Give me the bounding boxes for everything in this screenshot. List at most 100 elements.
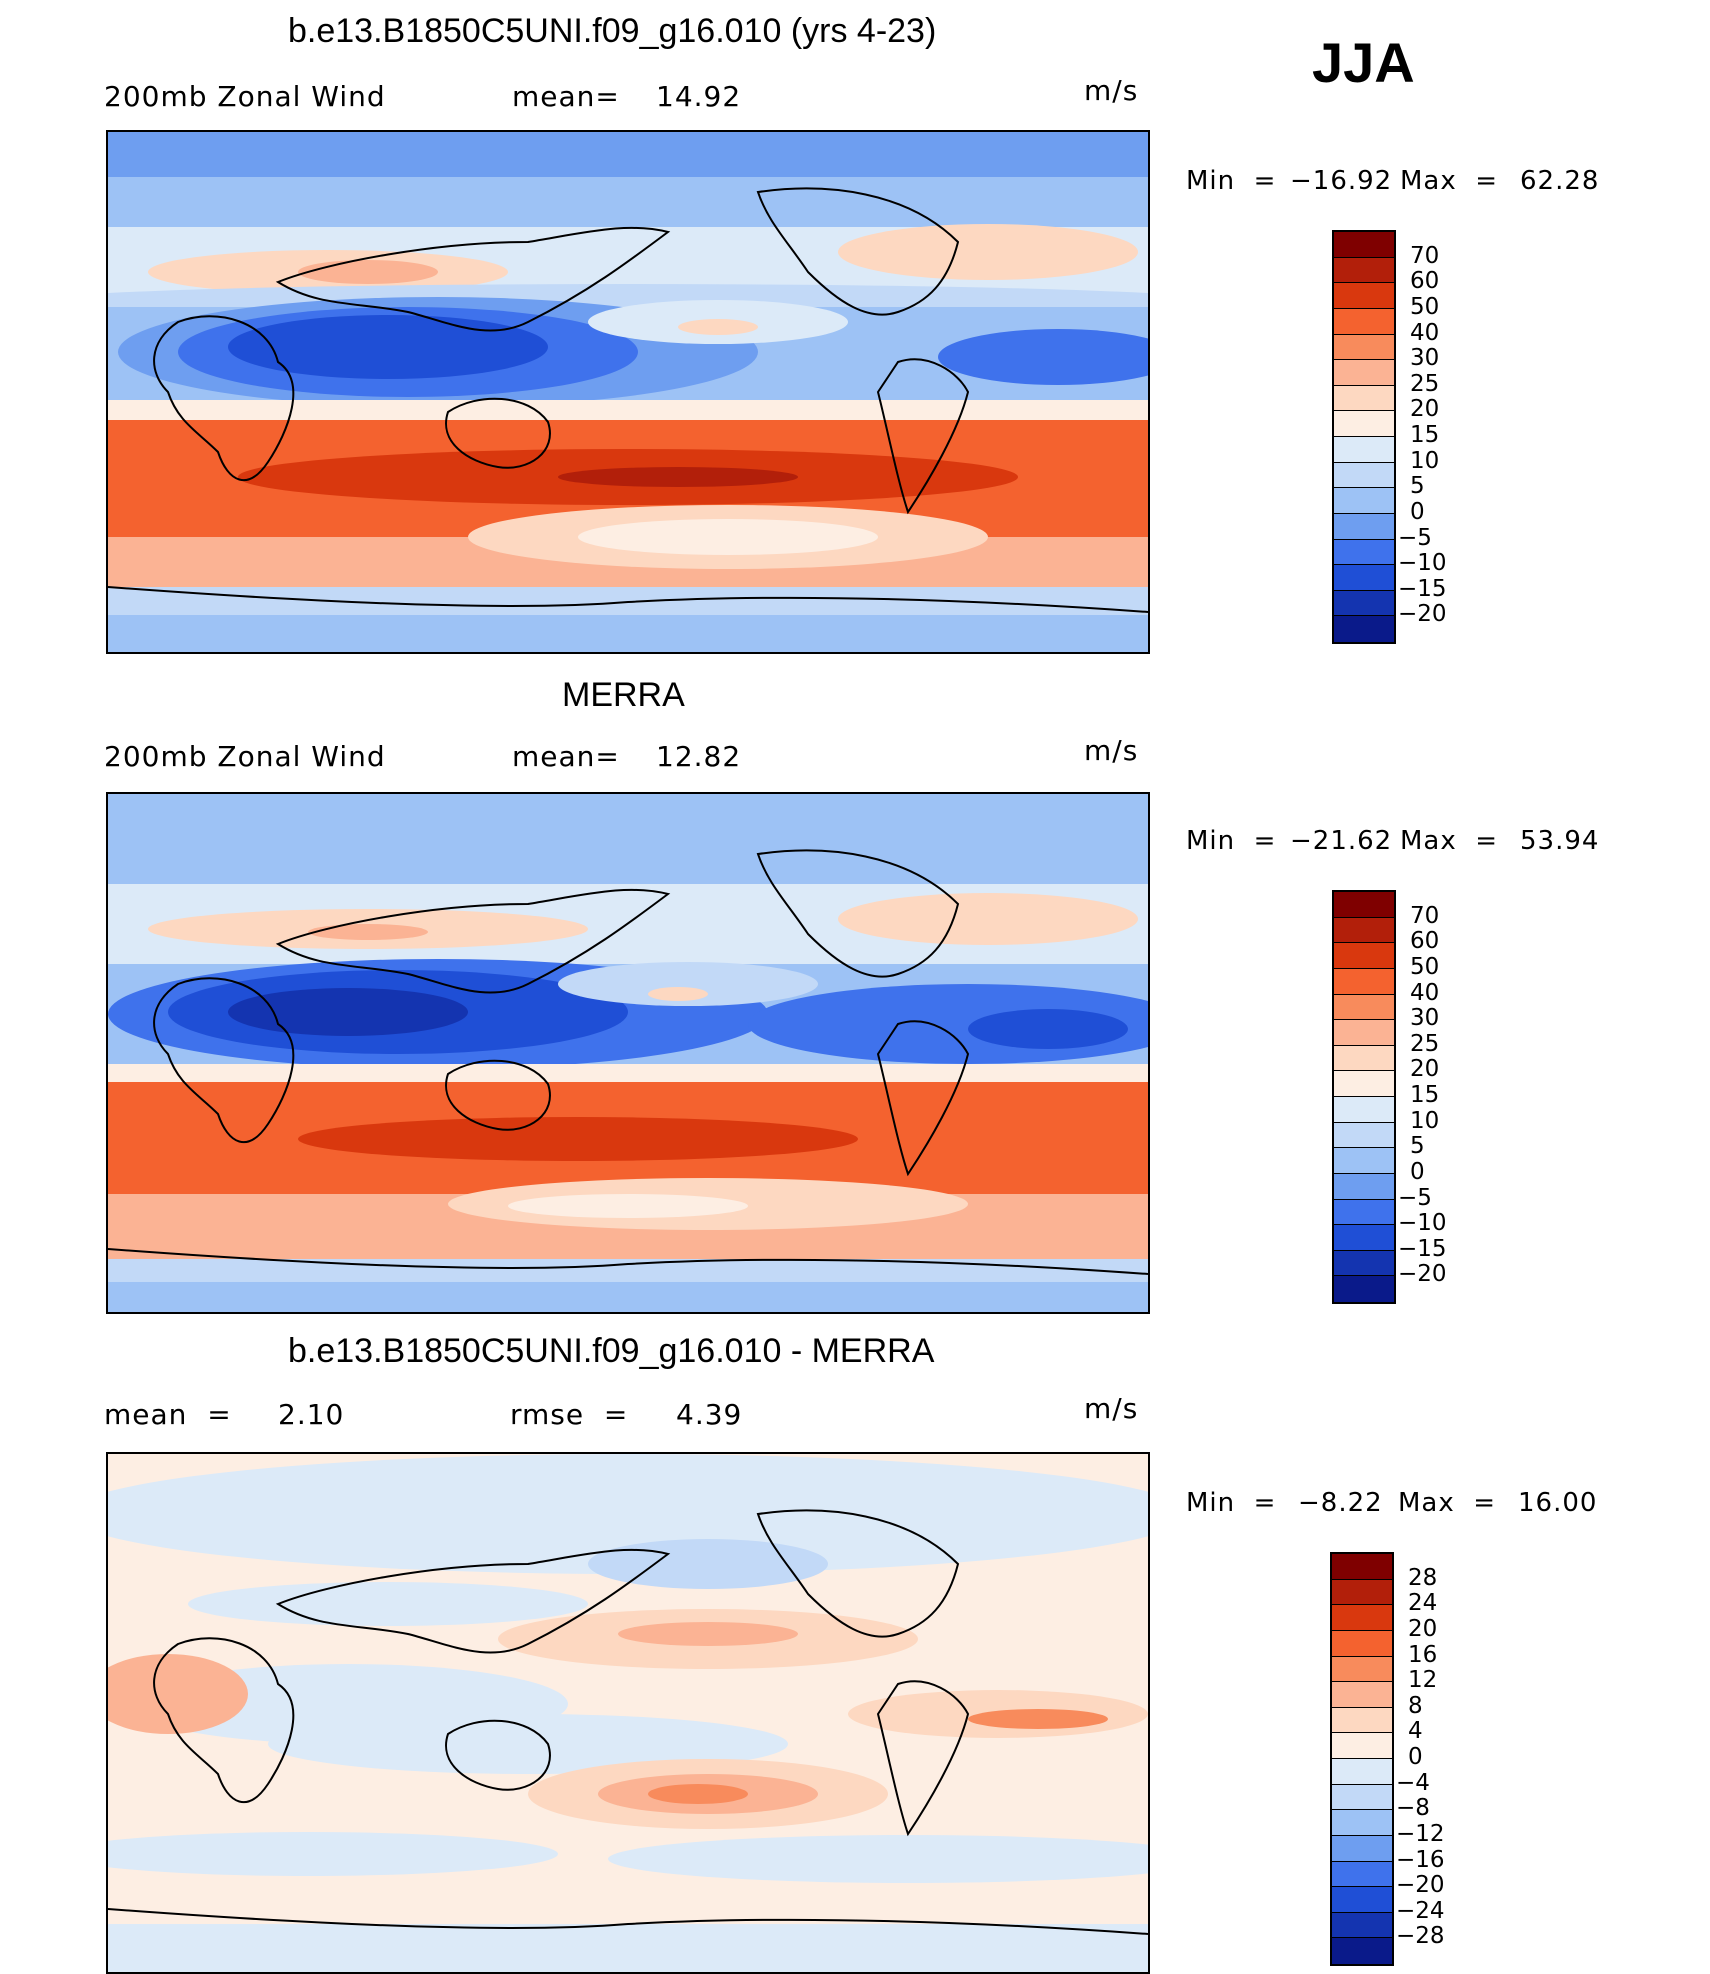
colorbar-swatch	[1332, 1733, 1392, 1759]
colorbar-swatch	[1334, 1020, 1394, 1046]
panel2-colorbar	[1332, 890, 1396, 1304]
colorbar-swatch	[1334, 1122, 1394, 1149]
colorbar-swatch	[1332, 1784, 1392, 1811]
colorbar-tick-label: 50	[1410, 293, 1440, 320]
panel1-min-value: −16.92	[1290, 166, 1393, 196]
colorbar-tick-label: 16	[1408, 1641, 1438, 1668]
colorbar-tick-label: −10	[1398, 1210, 1447, 1237]
colorbar-swatch	[1334, 539, 1394, 566]
colorbar-swatch	[1332, 1835, 1392, 1862]
panel1-mean-value: 14.92	[656, 80, 742, 113]
panel1-max-value: 62.28	[1520, 166, 1600, 196]
colorbar-swatch	[1332, 1887, 1392, 1913]
panel2-map	[106, 792, 1150, 1314]
colorbar-tick-label: 50	[1410, 953, 1440, 980]
colorbar-tick-label: 40	[1410, 979, 1440, 1006]
colorbar-tick-label: 20	[1410, 1056, 1440, 1083]
colorbar-swatch	[1334, 943, 1394, 969]
colorbar-swatch	[1332, 1630, 1392, 1657]
colorbar-swatch	[1332, 1554, 1392, 1580]
colorbar-tick-label: −5	[1398, 1184, 1432, 1211]
panel1-title: b.e13.B1850C5UNI.f09_g16.010 (yrs 4-23)	[288, 12, 937, 50]
colorbar-swatch	[1334, 1097, 1394, 1123]
colorbar-tick-label: 10	[1410, 1107, 1440, 1134]
panel2-min-label: Min =	[1186, 826, 1277, 856]
panel3-mean-label: mean =	[104, 1398, 232, 1431]
panel1-mean-label: mean=	[512, 80, 620, 113]
colorbar-swatch	[1334, 1250, 1394, 1277]
colorbar-tick-label: 10	[1410, 447, 1440, 474]
colorbar-swatch	[1334, 385, 1394, 412]
colorbar-swatch	[1334, 892, 1394, 918]
panel3-coastlines	[108, 1509, 1148, 1935]
colorbar-swatch	[1334, 1173, 1394, 1200]
colorbar-tick-label: −10	[1398, 550, 1447, 577]
panel3-rmse-value: 4.39	[676, 1398, 743, 1431]
colorbar-swatch	[1334, 411, 1394, 437]
colorbar-tick-label: 28	[1408, 1564, 1438, 1591]
season-label: JJA	[1312, 31, 1415, 94]
colorbar-tick-label: 25	[1410, 1030, 1440, 1057]
colorbar-tick-label: −15	[1398, 1235, 1447, 1262]
colorbar-tick-label: 24	[1408, 1590, 1438, 1617]
panel3-title: b.e13.B1850C5UNI.f09_g16.010 - MERRA	[288, 1332, 935, 1370]
colorbar-tick-label: 20	[1408, 1615, 1438, 1642]
panel3-colorbar	[1330, 1552, 1394, 1966]
panel3-max-value: 16.00	[1518, 1488, 1598, 1518]
colorbar-swatch	[1334, 1071, 1394, 1097]
panel1-coastlines	[108, 187, 1148, 613]
colorbar-swatch	[1334, 616, 1394, 642]
colorbar-tick-label: −20	[1398, 601, 1447, 628]
panel3-mean-value: 2.10	[278, 1398, 345, 1431]
panel1-min-label: Min =	[1186, 166, 1277, 196]
colorbar-swatch	[1334, 308, 1394, 335]
colorbar-tick-label: 60	[1410, 928, 1440, 955]
colorbar-swatch	[1334, 360, 1394, 386]
colorbar-swatch	[1334, 437, 1394, 463]
colorbar-swatch	[1334, 1045, 1394, 1072]
colorbar-tick-label: 60	[1410, 268, 1440, 295]
panel2-mean-value: 12.82	[656, 740, 742, 773]
panel3-min-label: Min =	[1186, 1488, 1277, 1518]
colorbar-tick-label: 12	[1408, 1667, 1438, 1694]
colorbar-tick-label: −16	[1396, 1846, 1445, 1873]
colorbar-swatch	[1332, 1707, 1392, 1734]
colorbar-tick-label: 5	[1410, 473, 1425, 500]
panel2-title: MERRA	[562, 676, 685, 714]
colorbar-tick-label: −28	[1396, 1923, 1445, 1950]
colorbar-swatch	[1334, 257, 1394, 284]
panel2-units: m/s	[1084, 734, 1139, 767]
colorbar-tick-label: −24	[1396, 1897, 1445, 1924]
colorbar-swatch	[1334, 513, 1394, 540]
colorbar-tick-label: 4	[1408, 1718, 1423, 1745]
colorbar-swatch	[1334, 462, 1394, 489]
colorbar-swatch	[1332, 1759, 1392, 1785]
colorbar-swatch	[1334, 488, 1394, 514]
colorbar-swatch	[1332, 1682, 1392, 1708]
colorbar-tick-label: 5	[1410, 1133, 1425, 1160]
panel1-map	[106, 130, 1150, 654]
colorbar-tick-label: −20	[1398, 1261, 1447, 1288]
colorbar-swatch	[1332, 1861, 1392, 1888]
colorbar-swatch	[1334, 232, 1394, 258]
colorbar-swatch	[1334, 334, 1394, 361]
colorbar-tick-label: 0	[1408, 1744, 1423, 1770]
panel3-map	[106, 1452, 1150, 1974]
colorbar-tick-label: 70	[1410, 242, 1440, 269]
colorbar-swatch	[1334, 283, 1394, 309]
colorbar-tick-label: −15	[1398, 575, 1447, 602]
colorbar-swatch	[1332, 1605, 1392, 1631]
colorbar-tick-label: −4	[1396, 1769, 1430, 1796]
colorbar-swatch	[1334, 917, 1394, 944]
panel1-variable-label: 200mb Zonal Wind	[104, 80, 386, 113]
panel2-max-value: 53.94	[1520, 826, 1600, 856]
panel2-coastlines	[108, 849, 1148, 1275]
panel3-units: m/s	[1084, 1392, 1139, 1425]
colorbar-tick-label: 30	[1410, 1005, 1440, 1032]
colorbar-tick-label: 25	[1410, 370, 1440, 397]
colorbar-swatch	[1334, 1225, 1394, 1251]
colorbar-swatch	[1334, 565, 1394, 591]
colorbar-swatch	[1332, 1656, 1392, 1683]
panel3-rmse-label: rmse =	[510, 1398, 629, 1431]
colorbar-swatch	[1332, 1579, 1392, 1606]
